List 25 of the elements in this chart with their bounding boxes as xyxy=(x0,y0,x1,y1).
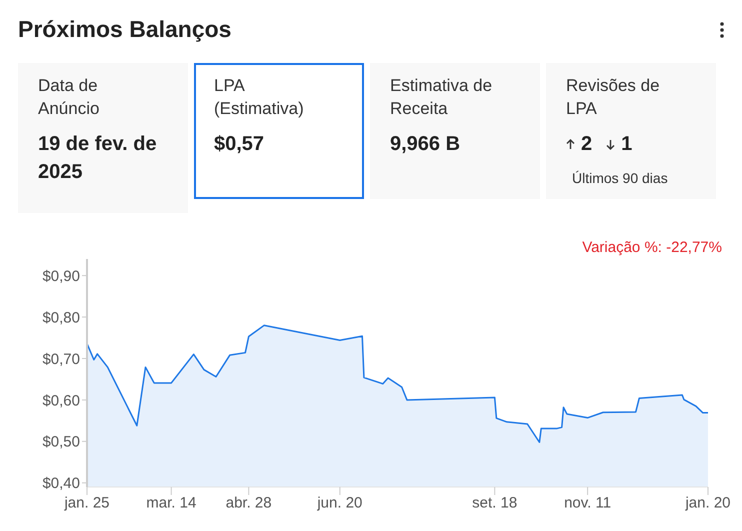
y-tick-label: $0,40 xyxy=(42,475,80,492)
x-tick-label: abr. 28 xyxy=(226,494,272,512)
text: Últimos 90 dias xyxy=(572,170,669,186)
x-tick-label: jan. 20 xyxy=(684,494,731,512)
text: Próximos Balanços xyxy=(18,16,232,43)
text: 1 xyxy=(621,132,632,157)
text: $0,57 xyxy=(214,132,266,157)
y-tick-label: $0,50 xyxy=(42,434,80,451)
text: LPA (Estimativa) xyxy=(214,75,305,120)
text: Estimativa de Receita xyxy=(390,75,494,120)
text: 19 de fev. de 2025 xyxy=(38,132,158,185)
text: 2 xyxy=(581,132,592,157)
y-tick-label: $0,90 xyxy=(42,268,80,285)
x-tick-label: nov. 11 xyxy=(564,494,612,512)
x-tick-label: jan. 25 xyxy=(63,494,110,512)
x-tick-label: mar. 14 xyxy=(146,494,196,512)
x-tick-label: set. 18 xyxy=(472,494,518,512)
text: Revisões de LPA xyxy=(566,75,661,120)
y-tick-label: $0,60 xyxy=(42,392,80,410)
y-tick-label: $0,80 xyxy=(42,309,80,326)
text: 9,966 B xyxy=(390,132,462,157)
y-tick-label: $0,70 xyxy=(42,350,80,368)
text: Variação %: -22,77% xyxy=(582,239,722,256)
x-tick-label: jun. 20 xyxy=(316,494,362,512)
text: Data de Anúncio xyxy=(38,75,100,120)
